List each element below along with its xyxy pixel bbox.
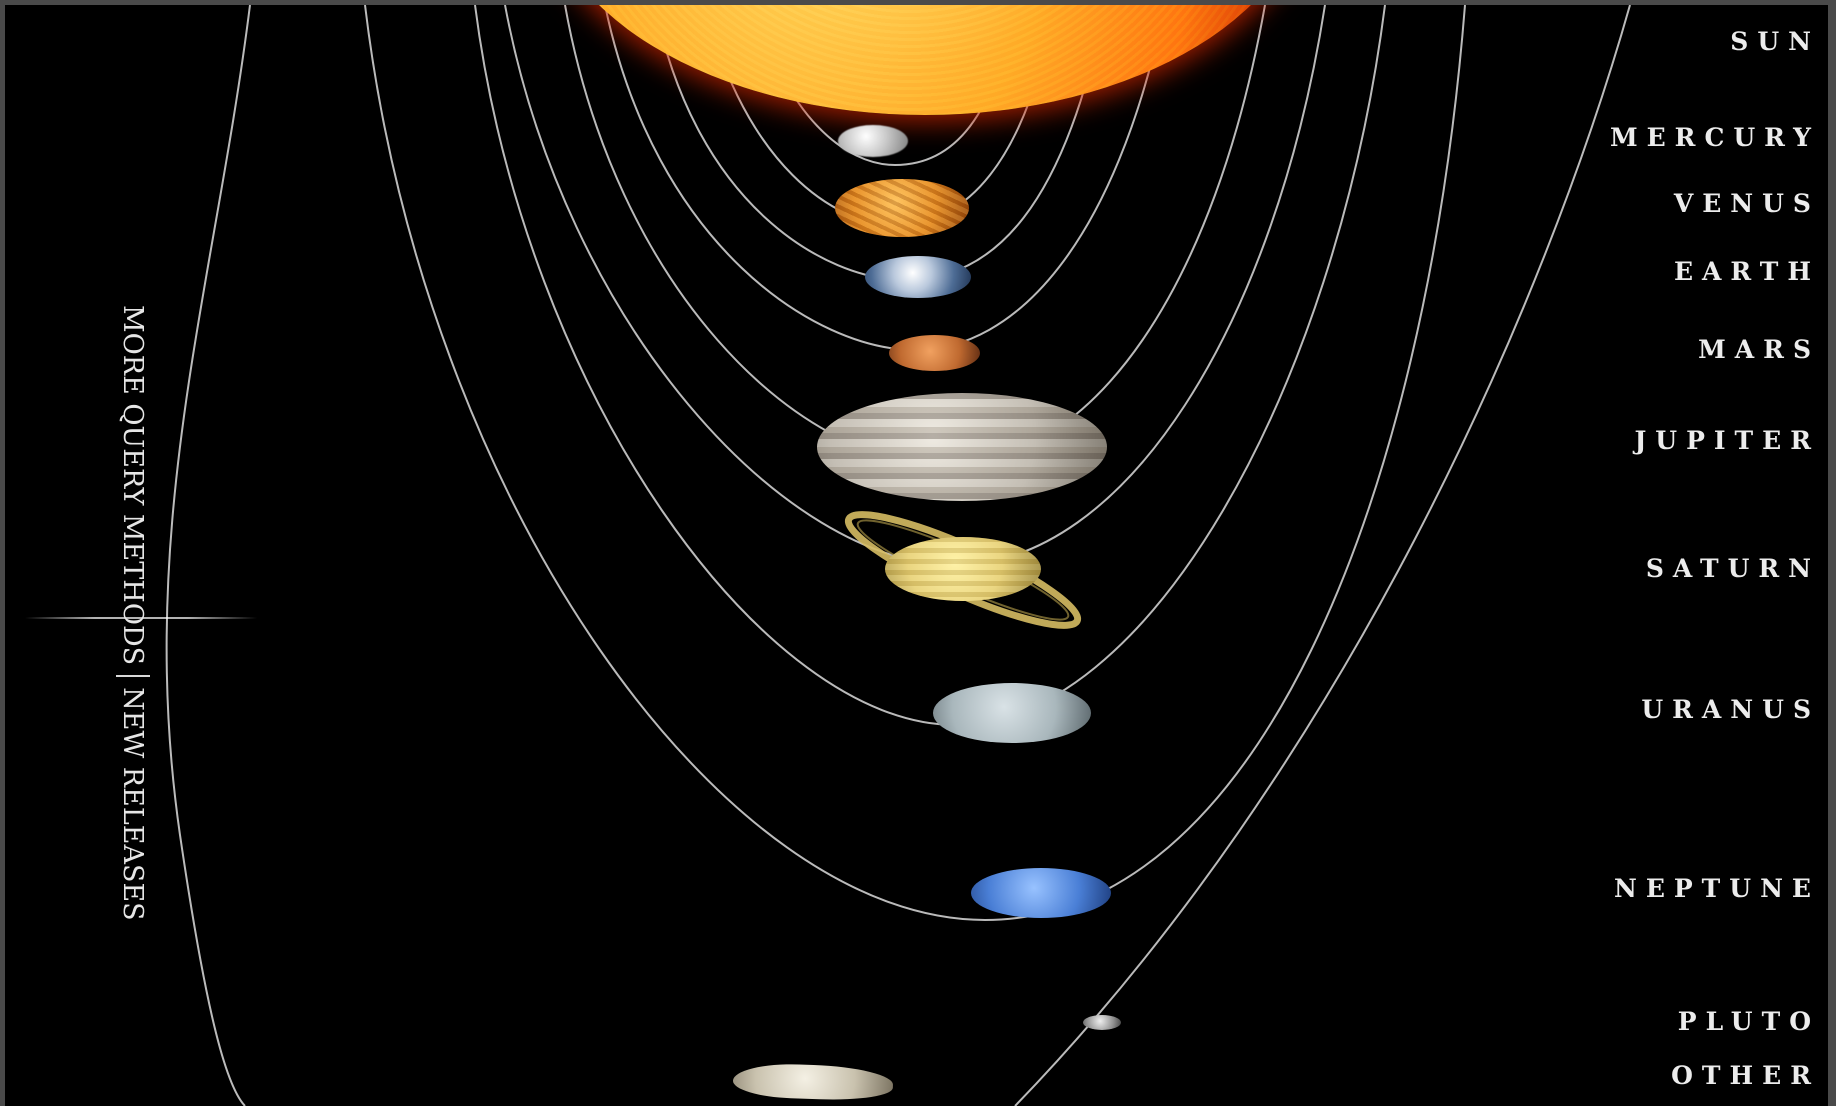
- menu-item-earth[interactable]: EARTH: [1673, 257, 1820, 286]
- menu-item-other[interactable]: OTHER: [1671, 1061, 1820, 1090]
- sidebar-divider: [25, 617, 257, 619]
- earth-image[interactable]: [865, 256, 971, 298]
- uranus-image[interactable]: [933, 683, 1091, 743]
- menu-item-jupiter[interactable]: JUPITER: [1634, 426, 1820, 455]
- venus-image[interactable]: [835, 179, 969, 237]
- menu-item-neptune[interactable]: NEPTUNE: [1613, 874, 1820, 903]
- menu-item-sun[interactable]: SUN: [1730, 27, 1820, 56]
- sidebar-vertical-menu: MORE QUERY METHODS NEW RELEASES: [116, 305, 150, 921]
- menu-item-mars[interactable]: MARS: [1698, 335, 1820, 364]
- menu-item-saturn[interactable]: SATURN: [1645, 554, 1820, 583]
- neptune-image[interactable]: [971, 868, 1111, 918]
- mercury-image[interactable]: [838, 125, 908, 157]
- menu-item-uranus[interactable]: URANUS: [1641, 695, 1820, 724]
- menu-item-venus[interactable]: VENUS: [1673, 189, 1820, 218]
- more-query-methods-link[interactable]: MORE QUERY METHODS: [117, 305, 149, 666]
- solar-system-menu-page: SUN MERCURY VENUS EARTH MARS JUPITER SAT…: [5, 5, 1828, 1106]
- mars-image[interactable]: [889, 335, 980, 371]
- saturn-image[interactable]: [885, 537, 1041, 601]
- menu-item-pluto[interactable]: PLUTO: [1677, 1007, 1820, 1036]
- sidebar-separator: [116, 675, 150, 678]
- pluto-image[interactable]: [1083, 1015, 1121, 1030]
- orbit-pluto: [1014, 5, 1631, 1106]
- orbit-outer: [165, 5, 251, 1106]
- orbit-neptune: [364, 5, 1466, 922]
- new-releases-link[interactable]: NEW RELEASES: [117, 687, 149, 921]
- menu-item-mercury[interactable]: MERCURY: [1609, 123, 1820, 152]
- jupiter-image[interactable]: [817, 393, 1107, 501]
